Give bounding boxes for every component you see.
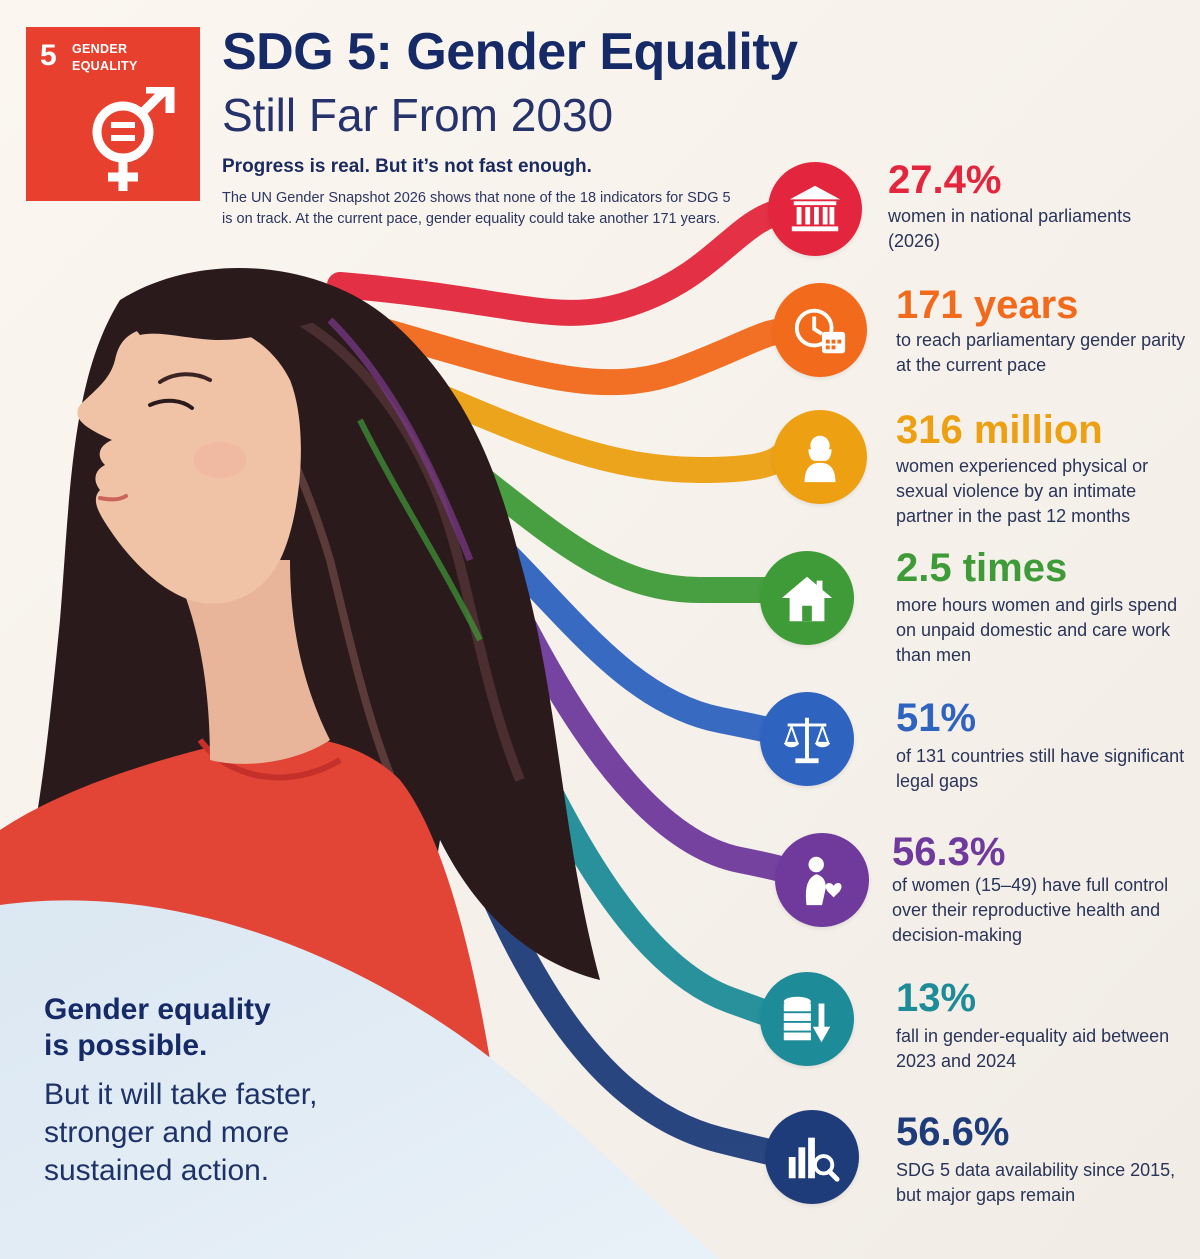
- stat-icon-aid: [760, 972, 854, 1066]
- stat-description: of women (15–49) have full control over …: [892, 875, 1169, 945]
- stat-icon-data: [765, 1110, 859, 1204]
- stat-value: 27.4%: [888, 158, 1002, 202]
- stat-icon-woman: [773, 410, 867, 504]
- stat-icon-clock: [773, 283, 867, 377]
- closing-body: But it will take faster, stronger and mo…: [44, 1078, 318, 1187]
- stat-description: more hours women and girls spend on unpa…: [896, 595, 1178, 665]
- gender-equality-symbol-icon: [92, 87, 175, 191]
- intro-text: The UN Gender Snapshot 2026 shows that n…: [222, 190, 731, 227]
- stat-description: of 131 countries still have significant …: [896, 746, 1185, 791]
- stat-icon-house: [760, 551, 854, 645]
- stat-description: SDG 5 data availability since 2015, but …: [896, 1160, 1176, 1205]
- stat-value: 13%: [896, 976, 977, 1020]
- badge-number: 5: [40, 39, 57, 72]
- sdg5-badge: 5 GENDER EQUALITY: [26, 27, 200, 201]
- pregnant-woman-heart-icon: [805, 856, 842, 906]
- stat-value: 56.3%: [892, 830, 1006, 874]
- scales-of-justice-icon: [783, 717, 831, 764]
- closing-headline: Gender equality is possible.: [44, 993, 271, 1062]
- stat-description: women experienced physical or sexual vio…: [896, 456, 1149, 526]
- coins-down-arrow-icon: [783, 996, 831, 1043]
- stat-icon-parliament: [768, 162, 862, 256]
- page-subtitle: Still Far From 2030: [222, 89, 614, 141]
- stat-icon-scales: [760, 692, 854, 786]
- clock-calendar-icon: [794, 308, 846, 354]
- stat-description: fall in gender-equality aid between 2023…: [896, 1026, 1170, 1071]
- parliament-building-icon: [789, 185, 841, 232]
- tagline: Progress is real. But it’s not fast enou…: [222, 156, 592, 177]
- stat-value: 316 million: [896, 408, 1103, 452]
- stat-icon-reproductive-health: [775, 833, 869, 927]
- bar-chart-magnifier-icon: [788, 1137, 840, 1182]
- stat-value: 51%: [896, 696, 977, 740]
- stat-description: women in national parliaments (2026): [888, 206, 1132, 251]
- stat-value: 56.6%: [896, 1110, 1010, 1154]
- woman-icon: [804, 435, 836, 483]
- stat-value: 171 years: [896, 283, 1079, 327]
- stat-value: 2.5 times: [896, 546, 1068, 590]
- page-title: SDG 5: Gender Equality: [222, 23, 798, 81]
- house-icon: [781, 576, 833, 622]
- badge-label: GENDER EQUALITY: [72, 42, 138, 73]
- stat-description: to reach parliamentary gender parity at …: [896, 330, 1186, 375]
